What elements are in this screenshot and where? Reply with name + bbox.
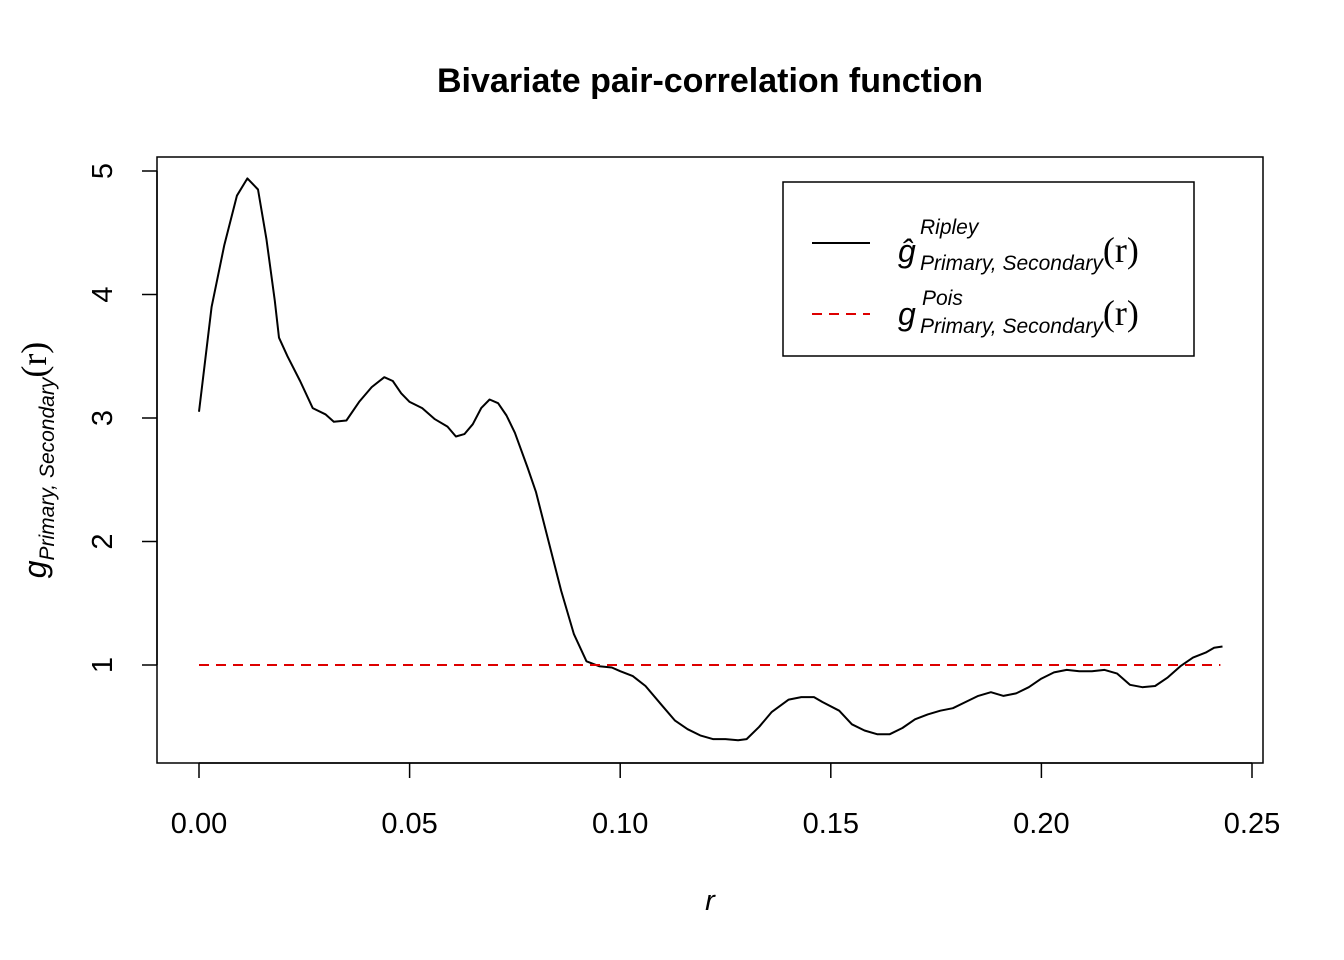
x-tick-label: 0.20 <box>1013 808 1069 840</box>
legend: ĝRipley Primary, Secondary(r) g Pois Primar… <box>782 181 1195 357</box>
series-line-ripley <box>198 177 1223 742</box>
y-tick-label: 4 <box>87 286 119 302</box>
svg-text:gPrimary, Secondary(r): gPrimary, Secondary(r) <box>14 342 59 579</box>
y-tick-label: 3 <box>87 410 119 426</box>
plot-lines <box>198 177 1223 742</box>
legend-pois-arg: (r) <box>1103 293 1139 333</box>
legend-ripley-arg: (r) <box>1103 230 1139 270</box>
y-axis-label-sub: Primary, Secondary <box>36 376 59 560</box>
y-axis-label: gPrimary, Secondary(r) <box>14 342 59 579</box>
legend-ripley-sub: Primary, Secondary <box>920 252 1104 275</box>
chart-title: Bivariate pair-correlation function <box>437 62 983 100</box>
x-axis-label: r <box>705 885 716 917</box>
legend-pois-sub: Primary, Secondary <box>920 315 1104 338</box>
x-tick-label: 0.00 <box>171 808 227 840</box>
y-axis: 1 2 3 4 5 <box>87 163 158 673</box>
x-tick-label: 0.05 <box>381 808 437 840</box>
y-tick-label: 5 <box>87 163 119 179</box>
legend-label-ripley: ĝRipley Primary, Secondary(r) <box>898 216 1139 275</box>
x-tick-label: 0.25 <box>1224 808 1280 840</box>
y-axis-label-arg: (r) <box>14 342 54 378</box>
y-axis-label-base: g <box>17 560 53 578</box>
legend-box <box>782 181 1195 357</box>
x-tick-label: 0.15 <box>803 808 859 840</box>
legend-label-pois: g Pois Primary, Secondary(r) <box>898 287 1139 338</box>
x-axis: 0.00 0.05 0.10 0.15 0.20 0.25 <box>171 762 1280 840</box>
y-tick-label: 2 <box>87 533 119 549</box>
x-tick-label: 0.10 <box>592 808 648 840</box>
legend-ripley-base: ĝ <box>898 233 916 269</box>
legend-pois-base: g <box>898 296 916 332</box>
legend-pois-sup: Pois <box>922 287 963 310</box>
legend-ripley-sup: Ripley <box>920 216 980 239</box>
y-tick-label: 1 <box>87 657 119 673</box>
